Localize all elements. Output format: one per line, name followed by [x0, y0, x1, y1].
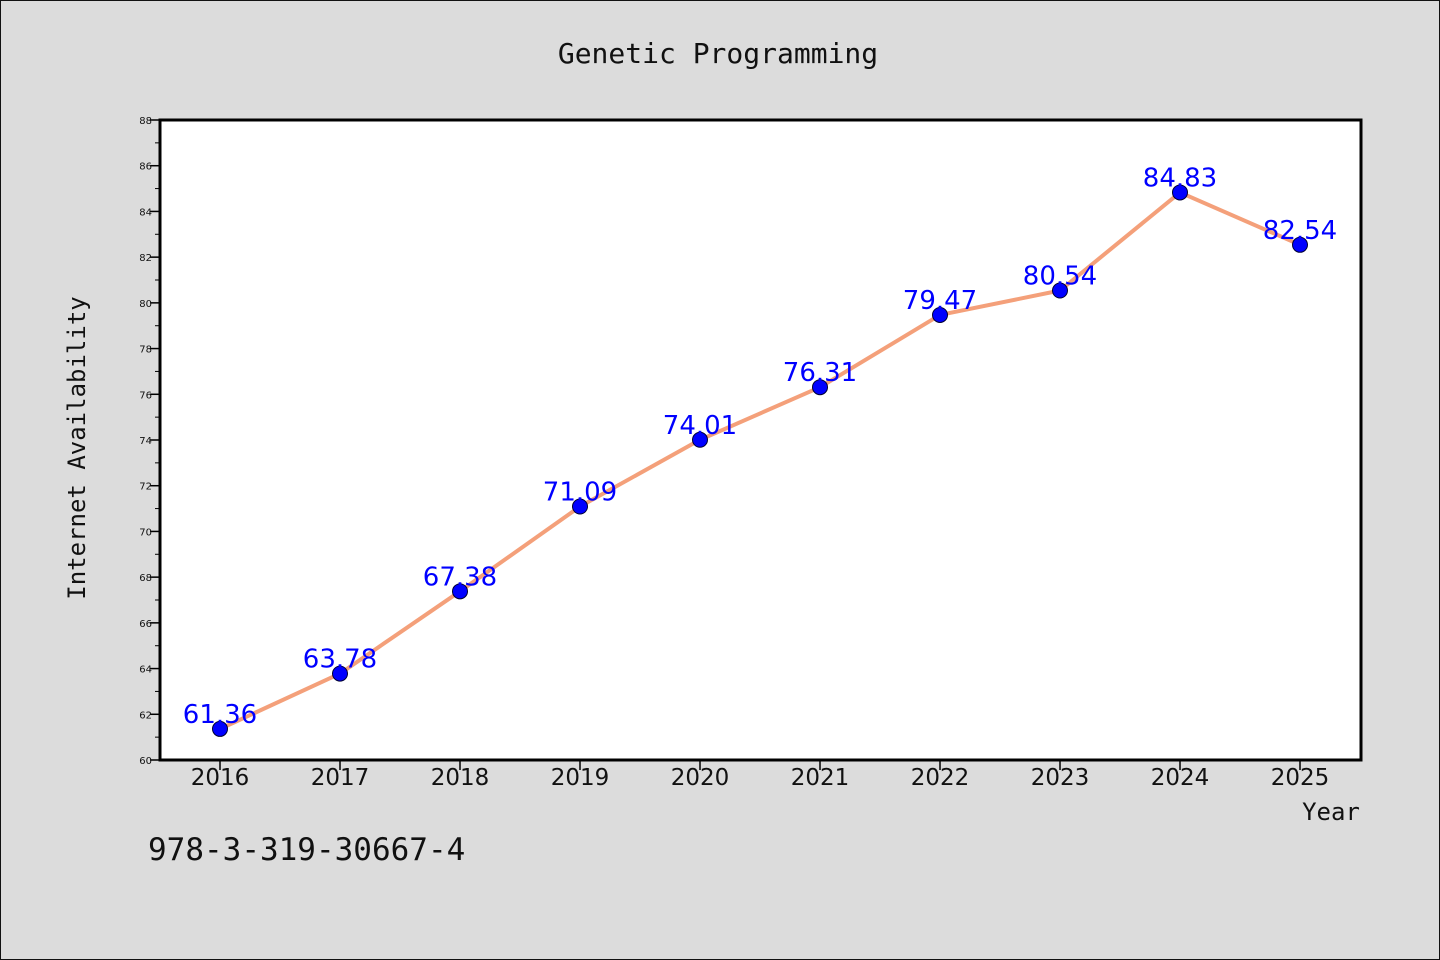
series-line — [218, 190, 1302, 731]
data-label: 67.38 — [423, 562, 497, 592]
x-tick-label: 2016 — [191, 765, 250, 791]
x-tick-label: 2017 — [311, 765, 370, 791]
x-tick-label: 2019 — [551, 765, 610, 791]
y-tick-label: 62 — [139, 710, 152, 721]
data-point — [572, 498, 588, 515]
data-point — [1172, 184, 1188, 201]
data-series: 61.36 63.78 67.38 71.09 74.01 76.31 79.47 80.54… — [183, 163, 1337, 737]
data-label: 82.54 — [1263, 216, 1337, 246]
x-tick-label: 2023 — [1031, 765, 1090, 791]
data-label: 84.83 — [1143, 163, 1217, 193]
data-point — [812, 379, 828, 396]
data-label: 80.54 — [1023, 262, 1097, 292]
data-point — [452, 583, 468, 600]
y-tick-label: 70 — [139, 527, 152, 538]
data-label: 79.47 — [903, 286, 977, 316]
data-point — [332, 665, 348, 682]
y-tick-label: 78 — [139, 345, 152, 356]
data-point — [692, 431, 708, 448]
y-tick-label: 82 — [139, 253, 152, 264]
x-axis-label: Year — [1302, 798, 1360, 826]
y-tick-label: 86 — [139, 162, 152, 173]
data-point — [212, 720, 228, 737]
y-tick-label: 60 — [139, 756, 152, 767]
plot-area — [160, 120, 1361, 760]
data-point — [1292, 236, 1308, 253]
x-tick-label: 2022 — [911, 765, 970, 791]
x-tick-label: 2018 — [431, 765, 490, 791]
isbn-annotation: 978-3-319-30667-4 — [148, 832, 466, 868]
y-axis-label: Internet Availability — [63, 296, 91, 599]
data-label: 71.09 — [543, 478, 617, 508]
plot-border — [158, 118, 1363, 762]
x-axis: 2016 2017 2018 2019 2020 2021 2022 2023 2024 2025 — [191, 760, 1330, 791]
x-tick-label: 2024 — [1151, 765, 1210, 791]
data-label: 76.31 — [783, 358, 857, 388]
x-tick-label: 2021 — [791, 765, 850, 791]
x-tick-label: 2020 — [671, 765, 730, 791]
y-tick-label: 76 — [139, 390, 152, 401]
chart-title: Genetic Programming — [558, 37, 878, 70]
data-label: 74.01 — [663, 411, 737, 441]
y-tick-label: 74 — [139, 436, 152, 447]
y-tick-label: 68 — [139, 573, 152, 584]
data-point — [1052, 282, 1068, 299]
data-point — [932, 306, 948, 323]
y-tick-label: 80 — [139, 299, 152, 310]
y-axis: 60 62 64 66 68 70 72 74 76 78 80 82 84 86 88 — [139, 116, 160, 767]
x-tick-label: 2025 — [1271, 765, 1330, 791]
y-tick-label: 72 — [139, 482, 152, 493]
y-tick-label: 66 — [139, 619, 152, 630]
y-tick-label: 64 — [139, 665, 152, 676]
data-label: 63.78 — [303, 645, 377, 675]
y-tick-label: 84 — [139, 207, 152, 218]
data-label: 61.36 — [183, 700, 257, 730]
y-tick-label: 88 — [139, 116, 152, 127]
